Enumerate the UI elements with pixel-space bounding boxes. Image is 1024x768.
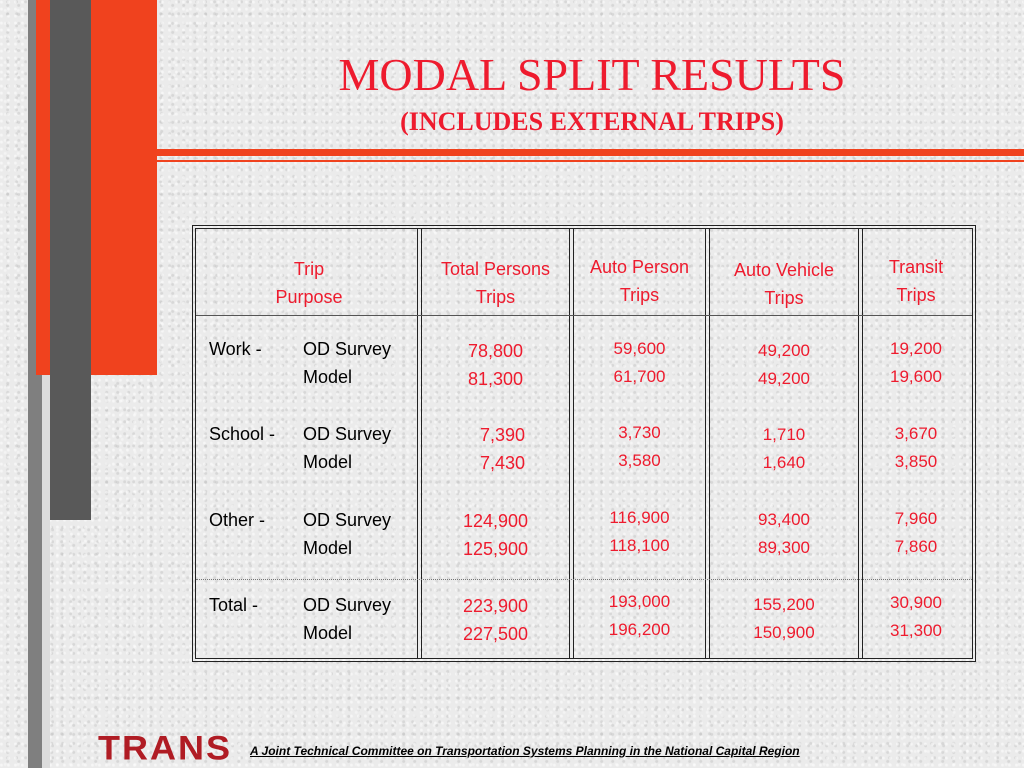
source-label: Model bbox=[303, 367, 353, 387]
row-source: OD Survey Model bbox=[303, 420, 391, 476]
auto-vehicle-values: 49,200 49,200 bbox=[710, 337, 858, 393]
total-divider bbox=[196, 579, 972, 580]
transit-values: 30,900 31,300 bbox=[863, 589, 969, 645]
value-cell: 155,200 bbox=[753, 595, 815, 614]
total-values: 223,900 227,500 bbox=[422, 592, 569, 648]
value-cell: 3,730 bbox=[618, 423, 661, 442]
value-cell: 7,430 bbox=[479, 453, 526, 473]
value-cell: 7,860 bbox=[894, 537, 938, 556]
slide-subtitle: (INCLUDES EXTERNAL TRIPS) bbox=[400, 107, 784, 136]
value-cell: 116,900 bbox=[609, 508, 670, 527]
header-line: Transit bbox=[888, 257, 944, 277]
trans-logo: TRANS bbox=[98, 727, 232, 767]
auto-person-values: 59,600 61,700 bbox=[574, 335, 705, 391]
purpose-label: Total - bbox=[209, 595, 259, 615]
purpose-label: Other - bbox=[209, 510, 266, 530]
column-divider bbox=[569, 229, 574, 658]
source-label: OD Survey bbox=[303, 339, 392, 359]
row-source: OD Survey Model bbox=[303, 506, 391, 562]
row-source: OD Survey Model bbox=[303, 591, 391, 647]
value-cell: 93,400 bbox=[758, 510, 810, 529]
header-transit: Transit Trips bbox=[863, 253, 969, 309]
left-dark-bar bbox=[50, 0, 91, 520]
auto-person-values: 116,900 118,100 bbox=[574, 504, 705, 560]
source-label: OD Survey bbox=[303, 424, 392, 444]
header-line: Trips bbox=[475, 287, 516, 307]
auto-vehicle-values: 1,710 1,640 bbox=[710, 421, 858, 477]
footer-caption: A Joint Technical Committee on Transport… bbox=[250, 744, 800, 758]
value-cell: 19,200 bbox=[890, 339, 942, 358]
header-line: Total Persons bbox=[440, 259, 551, 279]
auto-vehicle-values: 93,400 89,300 bbox=[710, 506, 858, 562]
value-cell: 7,960 bbox=[894, 509, 938, 528]
title-rule-thin bbox=[157, 160, 1024, 162]
value-cell: 124,900 bbox=[462, 511, 529, 531]
value-cell: 1,640 bbox=[762, 453, 806, 472]
header-trip-purpose: Trip Purpose bbox=[196, 255, 422, 311]
source-label: OD Survey bbox=[303, 510, 392, 530]
value-cell: 81,300 bbox=[467, 369, 524, 389]
transit-values: 7,960 7,860 bbox=[863, 505, 969, 561]
value-cell: 3,850 bbox=[894, 452, 938, 471]
total-values: 124,900 125,900 bbox=[422, 507, 569, 563]
purpose-label: Work - bbox=[209, 339, 262, 359]
header-line: Trip bbox=[293, 259, 325, 279]
title-rule-thick bbox=[157, 149, 1024, 156]
value-cell: 89,300 bbox=[758, 538, 810, 557]
total-values: 78,800 81,300 bbox=[422, 337, 569, 393]
header-line: Trips bbox=[896, 285, 936, 305]
column-divider bbox=[705, 229, 710, 658]
header-line: Auto Person bbox=[589, 257, 690, 277]
value-cell: 193,000 bbox=[608, 592, 671, 611]
slide-title: MODAL SPLIT RESULTS bbox=[338, 49, 846, 100]
value-cell: 3,670 bbox=[894, 424, 938, 443]
value-cell: 196,200 bbox=[608, 620, 671, 639]
value-cell: 3,580 bbox=[618, 451, 661, 470]
value-cell: 61,700 bbox=[613, 367, 666, 386]
header-divider bbox=[196, 315, 972, 316]
header-line: Trips bbox=[764, 288, 804, 308]
value-cell: 19,600 bbox=[890, 367, 942, 386]
transit-values: 3,670 3,850 bbox=[863, 420, 969, 476]
value-cell: 78,800 bbox=[467, 341, 524, 361]
value-cell: 118,100 bbox=[609, 536, 670, 555]
header-auto-vehicle: Auto Vehicle Trips bbox=[710, 256, 858, 312]
row-source: OD Survey Model bbox=[303, 335, 391, 391]
value-cell: 125,900 bbox=[462, 539, 529, 559]
header-auto-person: Auto Person Trips bbox=[574, 253, 705, 309]
value-cell: 150,900 bbox=[753, 623, 815, 642]
modal-split-table: Trip Purpose Total Persons Trips Auto Pe… bbox=[192, 225, 976, 662]
total-values: 7,390 7,430 bbox=[422, 421, 569, 477]
auto-person-values: 3,730 3,580 bbox=[574, 419, 705, 475]
header-line: Auto Vehicle bbox=[733, 260, 835, 280]
header-total-persons: Total Persons Trips bbox=[422, 255, 569, 311]
value-cell: 31,300 bbox=[890, 621, 942, 640]
source-label: Model bbox=[303, 538, 353, 558]
purpose-label: School - bbox=[209, 424, 276, 444]
value-cell: 7,390 bbox=[479, 425, 526, 445]
source-label: Model bbox=[303, 623, 353, 643]
auto-person-values: 193,000 196,200 bbox=[574, 588, 705, 644]
value-cell: 223,900 bbox=[462, 596, 529, 616]
value-cell: 49,200 bbox=[758, 369, 810, 388]
left-light-stripe bbox=[42, 0, 50, 768]
source-label: OD Survey bbox=[303, 595, 392, 615]
value-cell: 30,900 bbox=[890, 593, 942, 612]
value-cell: 49,200 bbox=[758, 341, 810, 360]
header-line: Trips bbox=[619, 285, 660, 305]
auto-vehicle-values: 155,200 150,900 bbox=[710, 591, 858, 647]
column-divider bbox=[417, 229, 422, 658]
source-label: Model bbox=[303, 452, 353, 472]
transit-values: 19,200 19,600 bbox=[863, 335, 969, 391]
value-cell: 59,600 bbox=[613, 339, 666, 358]
value-cell: 227,500 bbox=[462, 624, 529, 644]
header-line: Purpose bbox=[275, 287, 343, 307]
value-cell: 1,710 bbox=[762, 425, 806, 444]
column-divider bbox=[858, 229, 863, 658]
